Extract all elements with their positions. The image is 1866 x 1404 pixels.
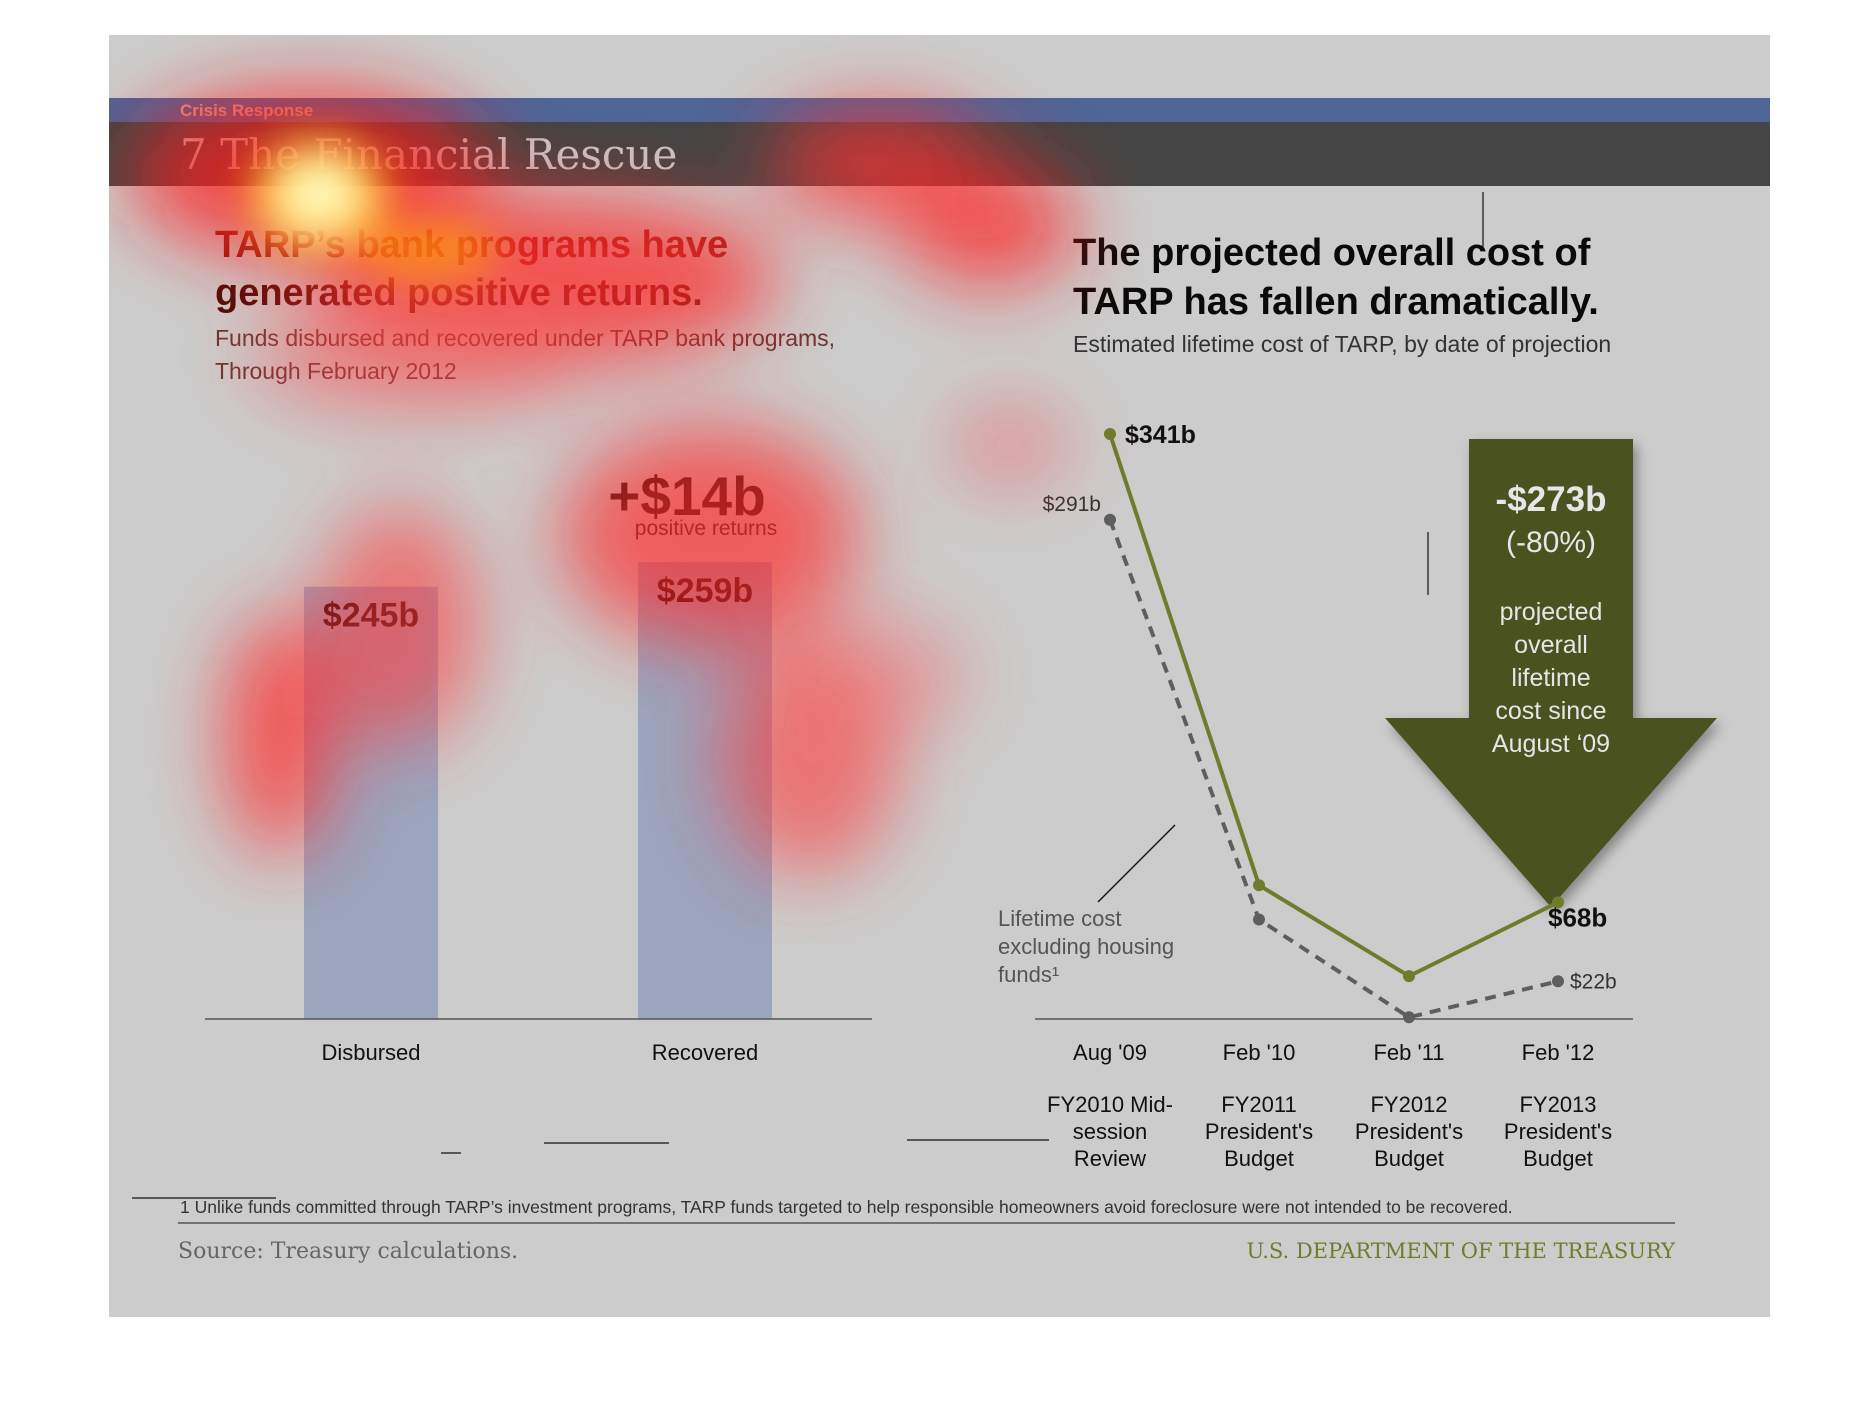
point-label: $22b xyxy=(1570,970,1617,993)
bar-value-label: $245b xyxy=(323,597,419,635)
bar-category-label: Recovered xyxy=(652,1040,758,1065)
bar-value-label: $259b xyxy=(657,572,753,610)
series-point xyxy=(1104,428,1116,440)
agency-name: U.S. DEPARTMENT OF THE TREASURY xyxy=(1246,1239,1676,1263)
delta-caption: positive returns xyxy=(635,517,777,540)
bar-disbursed xyxy=(304,586,438,1019)
footnote: 1 Unlike funds committed through TARP’s … xyxy=(180,1197,1513,1217)
x-sublabel: Budget xyxy=(1523,1146,1593,1171)
x-sublabel: FY2013 xyxy=(1519,1092,1596,1117)
x-sublabel: Budget xyxy=(1374,1146,1444,1171)
point-label: $291b xyxy=(1043,493,1101,516)
series-point xyxy=(1552,896,1564,909)
reduction-arrow: -$273b (-80%) projected overall lifetime… xyxy=(1385,439,1717,907)
source-text: Source: Treasury calculations. xyxy=(178,1239,518,1264)
x-tick-label: Feb '12 xyxy=(1522,1040,1595,1065)
arrow-value: -$273b xyxy=(1496,480,1607,519)
right-subtitle: Estimated lifetime cost of TARP, by date… xyxy=(1073,331,1611,357)
series-point xyxy=(1552,975,1564,988)
x-sublabel: President's xyxy=(1205,1119,1313,1144)
x-tick-label: Aug '09 xyxy=(1073,1040,1147,1065)
note-line3: funds¹ xyxy=(998,962,1059,987)
series-line-excluding-housing xyxy=(1108,519,1559,1020)
arrow-pct: (-80%) xyxy=(1506,526,1596,559)
note-line1: Lifetime cost xyxy=(998,906,1122,931)
slide-canvas: TARP’s bank programs have generated posi… xyxy=(132,192,1717,1264)
right-headline-line2: TARP has fallen dramatically. xyxy=(1073,281,1599,323)
series-point xyxy=(1104,513,1116,526)
point-label: $341b xyxy=(1125,421,1196,449)
note-line2: excluding housing xyxy=(998,934,1174,959)
x-sublabel: FY2011 xyxy=(1221,1092,1296,1117)
series-point xyxy=(1403,1011,1415,1024)
x-sublabel: President's xyxy=(1355,1119,1463,1144)
left-headline-line2: generated positive returns. xyxy=(215,272,703,314)
x-sublabel: Review xyxy=(1074,1146,1146,1171)
right-headline-line1: The projected overall cost of xyxy=(1073,232,1591,274)
series-point xyxy=(1253,879,1265,892)
x-sublabel: Budget xyxy=(1224,1146,1294,1171)
left-subtitle-line1: Funds disbursed and recovered under TARP… xyxy=(215,325,835,351)
left-headline-line1: TARP’s bank programs have xyxy=(215,224,728,266)
arrow-text-1: projected xyxy=(1500,598,1603,626)
bar-recovered xyxy=(638,562,772,1019)
bar-chart: $245b Disbursed $259b Recovered xyxy=(205,562,872,1065)
point-label: $68b xyxy=(1548,902,1607,932)
series-line-total xyxy=(1108,433,1559,979)
x-sublabel: FY2012 xyxy=(1370,1092,1447,1117)
x-sublabel: FY2010 Mid- xyxy=(1047,1092,1173,1117)
arrow-text-4: cost since xyxy=(1495,697,1606,725)
series-point xyxy=(1253,913,1265,926)
note-leader-line xyxy=(1097,824,1176,903)
left-subtitle-line2: Through February 2012 xyxy=(215,358,457,384)
series-point xyxy=(1403,970,1415,983)
arrow-text-2: overall xyxy=(1514,631,1588,659)
x-sublabel: session xyxy=(1073,1119,1148,1144)
line-chart: $341b $68b $291b $22b Aug '09 FY2010 Mid-sess… xyxy=(1035,421,1633,1171)
x-tick-label: Feb '11 xyxy=(1373,1040,1444,1065)
arrow-text-5: August ‘09 xyxy=(1492,730,1610,758)
arrow-text-3: lifetime xyxy=(1511,664,1590,692)
bar-category-label: Disbursed xyxy=(321,1040,420,1065)
x-tick-label: Feb '10 xyxy=(1223,1040,1296,1065)
x-sublabel: President's xyxy=(1504,1119,1612,1144)
slide: Crisis Response 7 The Financial Rescue T… xyxy=(109,35,1770,1317)
